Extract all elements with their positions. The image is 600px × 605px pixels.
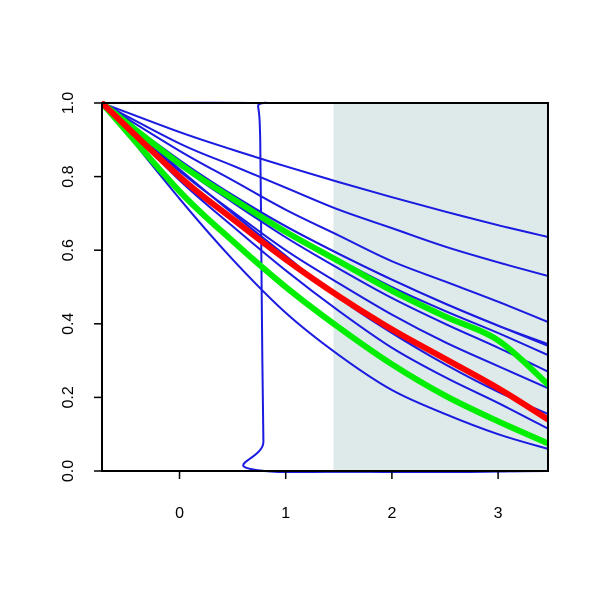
series-line-13: [102, 101, 548, 388]
plot-frame: [101, 102, 549, 472]
x-tick-label: 2: [387, 505, 396, 522]
series-line-14: [102, 101, 548, 447]
y-tick-label: 0.8: [60, 165, 77, 187]
y-tick-label: 0.6: [60, 239, 77, 261]
x-tick-label: 3: [494, 505, 503, 522]
axes-layer: 0 1 2 3 0.0 0.2 0.4 0.6 0.8 1.0: [60, 92, 549, 522]
series-line-9: [102, 102, 548, 390]
series-line-6: [102, 102, 548, 347]
series-line-2: [102, 102, 548, 238]
series-line-4: [102, 102, 548, 323]
series-line-12: [102, 102, 548, 450]
shaded-region: [333, 103, 548, 471]
y-tick-label: 0.0: [60, 460, 77, 482]
y-tick-label: 0.2: [60, 386, 77, 408]
shaded-region-layer: [333, 103, 548, 471]
y-tick-label: 0.4: [60, 313, 77, 335]
series-line-15: [102, 101, 548, 423]
y-tick-label: 1.0: [60, 92, 77, 114]
x-tick-label: 1: [281, 505, 290, 522]
series-line-3: [102, 102, 548, 277]
series-layer: [102, 101, 548, 473]
x-tick-label: 0: [175, 505, 184, 522]
